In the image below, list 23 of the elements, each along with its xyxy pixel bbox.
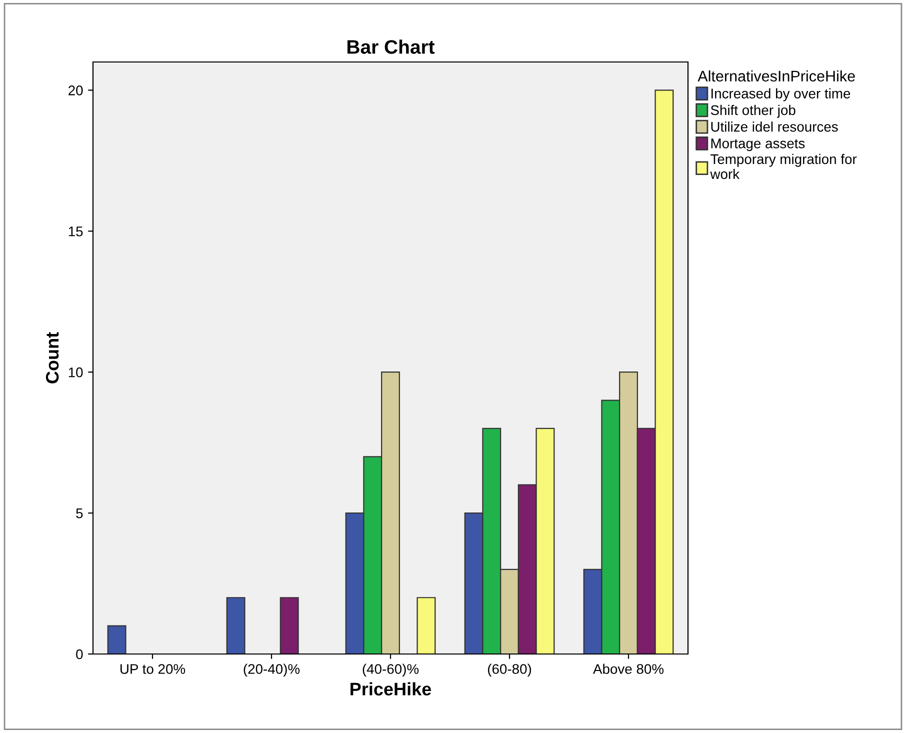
chart-title: Bar Chart [348,40,435,54]
bar [280,597,299,654]
x-axis-title: PriceHike [350,682,432,696]
bar [416,597,436,654]
x-tick-label: (40-60)% [362,664,419,677]
y-tick-label: 5 [76,508,83,518]
legend-label: Shift other job [710,104,796,118]
x-tick-label: UP to 20% [120,664,186,674]
y-tick-label: 15 [68,226,83,236]
x-tick-label: (60-80) [488,664,532,677]
y-tick-label: 10 [68,367,83,378]
legend-label: Utilize idel resources [711,122,838,132]
legend-label: Temporary migration for work [710,154,857,180]
x-tick-label: Above 80% [593,664,664,674]
bar [107,625,126,654]
bar [226,597,246,654]
y-tick-label: 20 [68,86,83,96]
legend-label: Mortage assets [711,138,805,152]
legend-title: AlternativesInPriceHike [698,70,855,82]
legend-label: Increased by over time [712,88,850,102]
y-axis-title: Count [46,332,59,384]
x-tick-label: (20-40)% [244,664,300,677]
y-tick-label: 0 [76,649,83,660]
